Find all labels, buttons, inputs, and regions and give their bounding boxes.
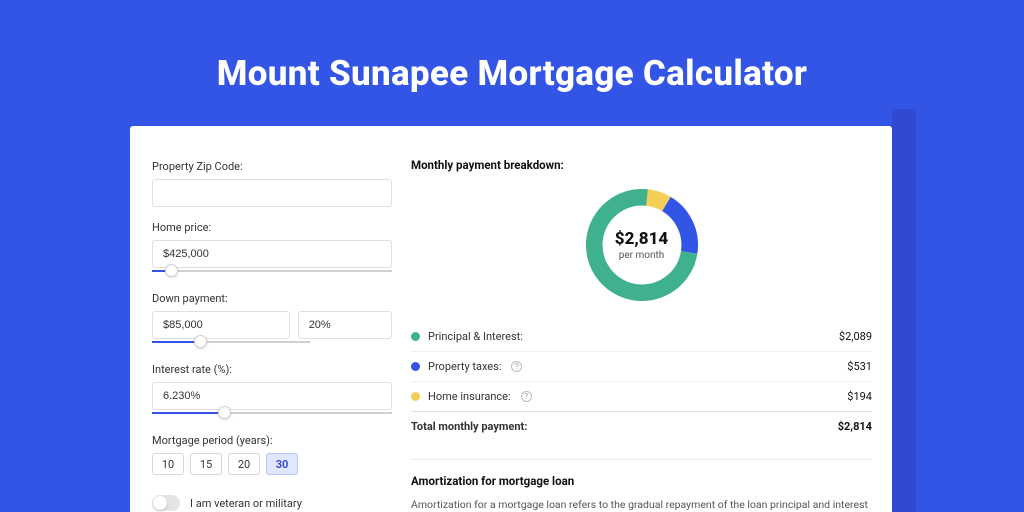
period-options: 10 15 20 30 xyxy=(152,453,392,475)
period-button-15[interactable]: 15 xyxy=(190,453,222,475)
down-payment-label: Down payment: xyxy=(152,292,392,305)
breakdown-title: Monthly payment breakdown: xyxy=(411,158,872,172)
donut-sub: per month xyxy=(619,250,665,261)
payment-donut: $2,814 per month xyxy=(579,182,705,308)
form-column: Property Zip Code: Home price: Down paym… xyxy=(152,160,392,511)
line-item-value: $2,089 xyxy=(839,330,872,343)
period-label: Mortgage period (years): xyxy=(152,434,392,447)
home-price-input[interactable] xyxy=(152,240,392,268)
line-item-value: $194 xyxy=(847,390,872,403)
breakdown-column: Monthly payment breakdown: $2,814 per mo… xyxy=(411,158,872,512)
period-button-10[interactable]: 10 xyxy=(152,453,184,475)
interest-input[interactable] xyxy=(152,382,392,410)
zip-label: Property Zip Code: xyxy=(152,160,392,173)
amortization-title: Amortization for mortgage loan xyxy=(411,474,872,488)
period-button-30[interactable]: 30 xyxy=(266,453,298,475)
donut-amount: $2,814 xyxy=(615,229,668,249)
home-price-label: Home price: xyxy=(152,221,392,234)
total-value: $2,814 xyxy=(838,420,872,433)
line-item-0: Principal & Interest: $2,089 xyxy=(411,322,872,351)
veteran-row: I am veteran or military xyxy=(152,495,392,511)
page-accent xyxy=(892,109,916,512)
calculator-card: Property Zip Code: Home price: Down paym… xyxy=(130,126,892,512)
donut-container: $2,814 per month xyxy=(411,182,872,308)
amortization-body: Amortization for a mortgage loan refers … xyxy=(411,498,872,512)
down-payment-slider[interactable] xyxy=(152,337,392,349)
line-item-2: Home insurance:? $194 xyxy=(411,381,872,411)
zip-input[interactable] xyxy=(152,179,392,207)
interest-slider[interactable] xyxy=(152,408,392,420)
help-icon[interactable]: ? xyxy=(521,391,532,402)
help-icon[interactable]: ? xyxy=(511,361,522,372)
down-payment-input[interactable] xyxy=(152,311,290,339)
veteran-toggle[interactable] xyxy=(152,495,180,511)
down-payment-percent-input[interactable] xyxy=(298,311,392,339)
legend-dot xyxy=(411,332,420,341)
legend-dot xyxy=(411,362,420,371)
page-title: Mount Sunapee Mortgage Calculator xyxy=(0,53,1024,94)
total-label: Total monthly payment: xyxy=(411,420,527,433)
line-item-1: Property taxes:? $531 xyxy=(411,351,872,381)
line-item-label: Property taxes: xyxy=(428,360,501,373)
period-button-20[interactable]: 20 xyxy=(228,453,260,475)
home-price-slider[interactable] xyxy=(152,266,392,278)
page-background: Mount Sunapee Mortgage Calculator Proper… xyxy=(0,0,1024,512)
total-row: Total monthly payment: $2,814 xyxy=(411,411,872,441)
veteran-label: I am veteran or military xyxy=(190,497,302,510)
line-items: Principal & Interest: $2,089 Property taxe… xyxy=(411,322,872,411)
line-item-value: $531 xyxy=(847,360,872,373)
line-item-label: Home insurance: xyxy=(428,390,511,403)
interest-label: Interest rate (%): xyxy=(152,363,392,376)
amortization-block: Amortization for mortgage loan Amortizat… xyxy=(411,459,872,512)
line-item-label: Principal & Interest: xyxy=(428,330,523,343)
legend-dot xyxy=(411,392,420,401)
